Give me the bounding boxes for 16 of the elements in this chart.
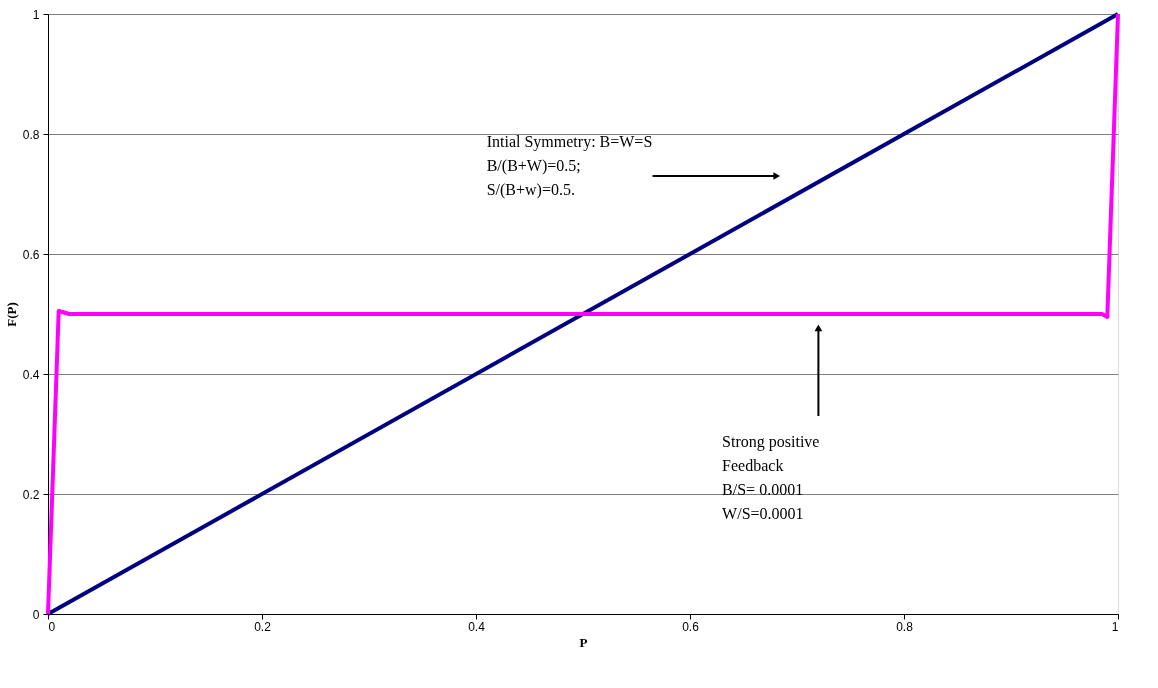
y-tick-label: 0.8 [22, 127, 40, 142]
x-tick-label: 0.2 [254, 619, 272, 634]
y-tick-label: 1 [32, 7, 40, 22]
y-tick-label: 0.6 [22, 247, 40, 262]
x-tick-label: 1 [1111, 619, 1119, 634]
annotation: Strong positive Feedback B/S= 0.0001 W/S=0.0001 [722, 433, 820, 522]
x-tick-label: 0 [48, 619, 56, 634]
x-tick-label: 0.8 [896, 619, 914, 634]
x-tick-label: 0.4 [468, 619, 486, 634]
annotation: Intial Symmetry: B=W=S B/(B+W)=0.5; S/(B+w)=0.5. [486, 133, 653, 199]
y-tick-label: 0 [32, 607, 40, 622]
x-tick-label: 0.6 [682, 619, 700, 634]
y-tick-label: 0.2 [22, 487, 40, 502]
x-axis-title: P [579, 634, 588, 650]
y-axis-title: F(P) [3, 302, 19, 327]
y-tick-label: 0.4 [22, 367, 40, 382]
